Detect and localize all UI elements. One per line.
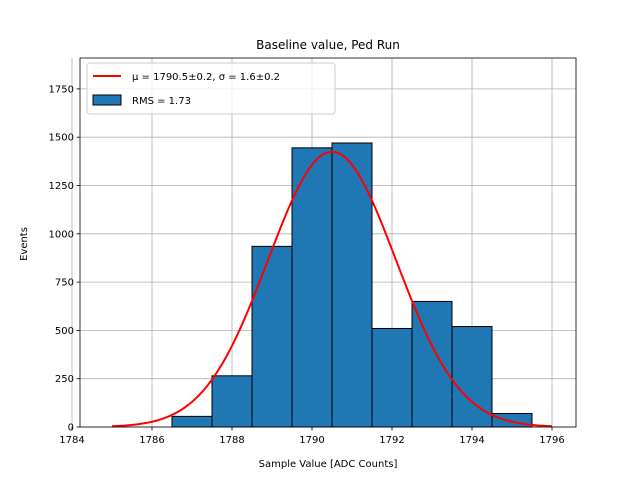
- legend-bar-swatch: [92, 94, 122, 106]
- x-axis-title: Sample Value [ADC Counts]: [259, 459, 398, 470]
- x-tick-label: 1784: [59, 435, 84, 446]
- histogram-bar: [251, 245, 293, 428]
- chart-title: Baseline value, Ped Run: [256, 38, 400, 52]
- y-tick-label: 750: [55, 278, 74, 289]
- legend-label-fit: μ = 1790.5±0.2, σ = 1.6±0.2: [132, 72, 280, 83]
- x-tick-label: 1794: [459, 435, 484, 446]
- y-tick-label: 0: [68, 423, 74, 434]
- histogram-bar: [331, 142, 373, 428]
- x-tick-label: 1790: [299, 435, 324, 446]
- x-tick-label: 1792: [379, 435, 404, 446]
- histogram-bars: [171, 142, 533, 428]
- y-tick-label: 500: [55, 326, 74, 337]
- histogram-bar: [211, 375, 253, 428]
- x-tick-label: 1788: [219, 435, 244, 446]
- y-tick-label: 1250: [49, 181, 74, 192]
- legend-frame: [86, 62, 336, 115]
- y-tick-label: 1750: [49, 84, 74, 95]
- y-tick-label: 1000: [49, 229, 74, 240]
- gaussian-fit-curve: [111, 150, 553, 428]
- y-tick-label: 1500: [49, 133, 74, 144]
- axis-ticks: 1784 1786 1788 1790 1792 1794 1796 0 250 500 750 10…: [49, 84, 565, 446]
- x-tick-label: 1796: [539, 435, 564, 446]
- legend-label-rms: RMS = 1.73: [132, 96, 191, 107]
- histogram-bar: [171, 415, 213, 428]
- y-axis-title: Events: [19, 227, 30, 261]
- y-tick-label: 250: [55, 374, 74, 385]
- legend: μ = 1790.5±0.2, σ = 1.6±0.2 RMS = 1.73: [86, 62, 336, 115]
- histogram-bar: [371, 327, 413, 428]
- histogram-bar: [411, 300, 453, 428]
- axes-frame: [79, 57, 577, 428]
- x-tick-label: 1786: [139, 435, 164, 446]
